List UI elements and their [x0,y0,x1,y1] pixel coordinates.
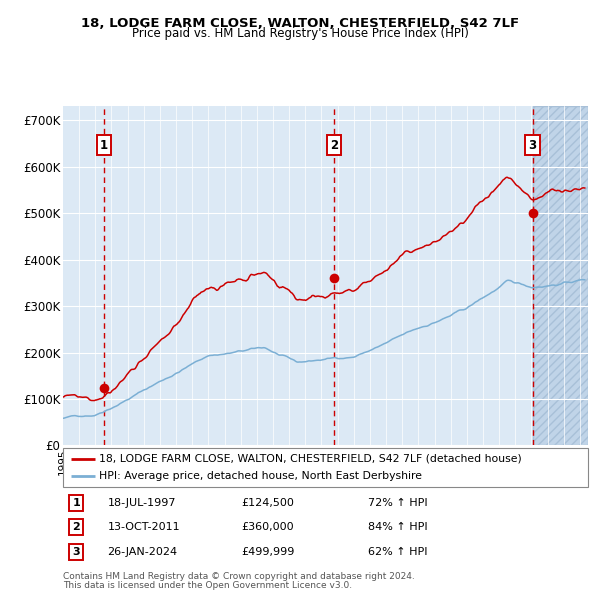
Text: £499,999: £499,999 [241,547,295,556]
Text: 1: 1 [100,139,108,152]
Text: 26-JAN-2024: 26-JAN-2024 [107,547,178,556]
Text: 2: 2 [330,139,338,152]
Text: 13-OCT-2011: 13-OCT-2011 [107,522,180,532]
Text: 18-JUL-1997: 18-JUL-1997 [107,498,176,508]
Text: HPI: Average price, detached house, North East Derbyshire: HPI: Average price, detached house, Nort… [98,471,422,481]
Text: This data is licensed under the Open Government Licence v3.0.: This data is licensed under the Open Gov… [63,581,352,589]
Text: Contains HM Land Registry data © Crown copyright and database right 2024.: Contains HM Land Registry data © Crown c… [63,572,415,581]
Text: £124,500: £124,500 [241,498,295,508]
Text: 62% ↑ HPI: 62% ↑ HPI [367,547,427,556]
Text: 3: 3 [73,547,80,556]
Text: 84% ↑ HPI: 84% ↑ HPI [367,522,427,532]
Text: 3: 3 [529,139,536,152]
FancyBboxPatch shape [63,448,588,487]
Text: 2: 2 [72,522,80,532]
Text: 1: 1 [72,498,80,508]
Text: Price paid vs. HM Land Registry's House Price Index (HPI): Price paid vs. HM Land Registry's House … [131,27,469,40]
Text: £360,000: £360,000 [241,522,294,532]
Text: 18, LODGE FARM CLOSE, WALTON, CHESTERFIELD, S42 7LF (detached house): 18, LODGE FARM CLOSE, WALTON, CHESTERFIE… [98,454,521,464]
Text: 72% ↑ HPI: 72% ↑ HPI [367,498,427,508]
Bar [533,106,588,445]
Text: 18, LODGE FARM CLOSE, WALTON, CHESTERFIELD, S42 7LF: 18, LODGE FARM CLOSE, WALTON, CHESTERFIE… [81,17,519,30]
